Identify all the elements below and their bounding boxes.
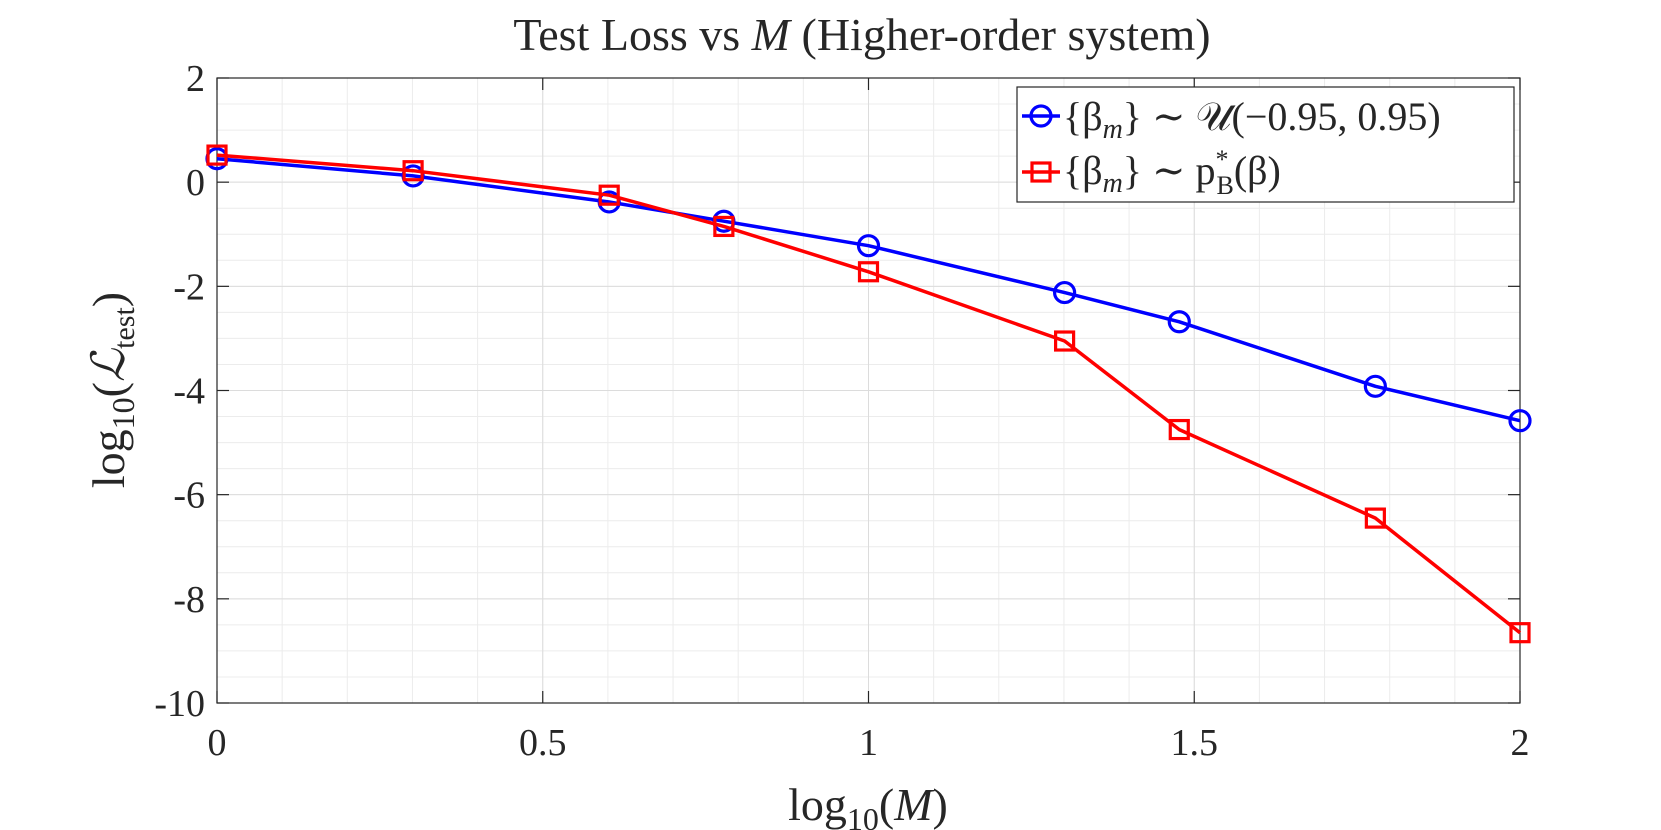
data-point — [1509, 622, 1531, 644]
series-layer — [205, 144, 1532, 644]
y-tick-label: -6 — [173, 475, 205, 517]
data-point — [856, 234, 881, 258]
legend-box — [1016, 86, 1515, 203]
x-tick-label: 1.5 — [1171, 722, 1219, 764]
y-tick-label: -8 — [173, 579, 205, 621]
legend: {βm} ∼ 𝒰(−0.95, 0.95) {βm} ∼ p* B(β) — [1016, 86, 1515, 203]
legend-entry-uniform: {βm} ∼ 𝒰(−0.95, 0.95) — [1022, 94, 1441, 145]
data-point — [1364, 507, 1386, 529]
legend-swatch-marker-pb — [1030, 161, 1052, 183]
data-point — [1167, 310, 1191, 334]
x-tick-label: 2 — [1511, 722, 1530, 764]
data-point — [598, 184, 620, 206]
x-axis-ticks: 0 0.5 1 1.5 2 — [208, 78, 1530, 764]
y-axis-ticks: -10 -8 -6 -4 -2 0 2 — [154, 58, 1520, 725]
y-axis-label: log10(ℒtest) — [83, 292, 141, 488]
x-axis-label: log10(M) — [788, 779, 948, 830]
y-tick-label: 0 — [186, 162, 205, 204]
data-point — [857, 261, 880, 283]
series-1 — [206, 144, 1531, 644]
legend-entry-pb: {βm} ∼ p* B(β) — [1022, 145, 1281, 200]
data-point — [1363, 374, 1387, 398]
x-tick-label: 0 — [208, 722, 227, 764]
legend-swatch-marker-uniform — [1029, 104, 1053, 128]
data-point — [1168, 418, 1190, 441]
data-point — [206, 144, 228, 166]
series-line — [216, 156, 1521, 423]
y-tick-label: -10 — [154, 683, 205, 725]
y-tick-label: 2 — [186, 58, 205, 100]
y-tick-label: -2 — [173, 266, 205, 308]
legend-label-uniform: {βm} ∼ 𝒰(−0.95, 0.95) — [1063, 94, 1441, 145]
data-point — [713, 215, 735, 238]
data-point — [402, 160, 424, 182]
x-tick-label: 0.5 — [519, 722, 567, 764]
legend-label-pb: {βm} ∼ p* B(β) — [1063, 145, 1281, 200]
series-line — [216, 153, 1522, 635]
chart-title: Test Loss vs M (Higher-order system) — [513, 9, 1210, 60]
y-tick-label: -4 — [173, 371, 205, 413]
data-point — [1054, 330, 1076, 352]
data-point — [1508, 409, 1532, 433]
data-point — [1053, 280, 1077, 305]
x-tick-label: 1 — [859, 722, 878, 764]
